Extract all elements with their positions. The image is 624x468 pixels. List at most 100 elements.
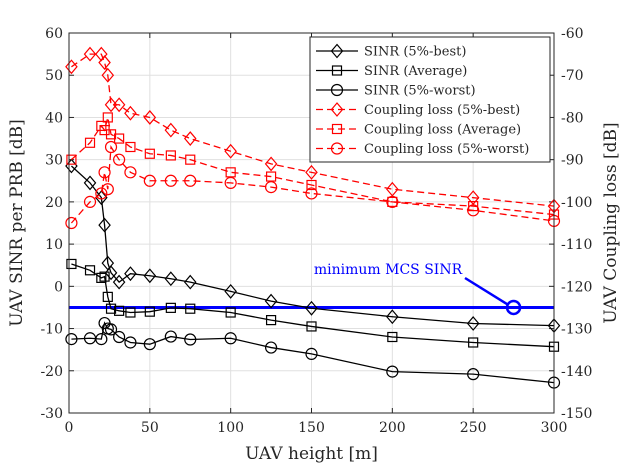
data-point: [101, 67, 115, 83]
y2-tick-label: -140: [561, 364, 592, 380]
data-point: [306, 321, 317, 332]
data-point: [224, 176, 237, 189]
data-point: [467, 204, 480, 217]
series-line: [70, 145, 555, 224]
series-line: [71, 53, 555, 207]
data-point: [95, 333, 108, 346]
data-point: [387, 331, 398, 343]
data-point: [143, 338, 156, 351]
data-point: [66, 154, 77, 165]
data-point: [65, 216, 78, 230]
series-line: [70, 165, 555, 327]
data-point: [265, 315, 277, 326]
x-tick-label: 300: [541, 420, 568, 436]
y2-tick-label: -70: [561, 68, 584, 84]
data-point: [101, 183, 114, 196]
data-point: [144, 148, 155, 159]
data-point: [164, 174, 177, 187]
legend-label: SINR (Average): [364, 64, 467, 79]
y2-tick-label: -130: [561, 322, 592, 338]
tick-labels: 0 50 100 150 200 250 300-30-20-100102030405060…: [40, 26, 592, 436]
data-point: [386, 195, 399, 208]
y-tick-label: -20: [40, 364, 63, 380]
y-tick-label: 50: [45, 68, 63, 84]
data-point: [224, 143, 237, 159]
legend-label: SINR (5%-best): [364, 45, 466, 60]
series-1: [66, 258, 560, 352]
data-point: [386, 365, 399, 378]
data-point: [98, 166, 111, 179]
data-point: [124, 166, 137, 179]
data-point: [125, 141, 136, 153]
reference-line-label: minimum MCS SINR: [314, 262, 463, 278]
data-point: [84, 265, 96, 276]
data-point: [83, 195, 97, 208]
y-tick-label: 10: [45, 237, 63, 253]
series-3: [65, 46, 561, 214]
data-point: [466, 190, 480, 206]
data-point: [183, 131, 197, 146]
data-point: [305, 164, 318, 180]
data-point: [83, 46, 97, 62]
y2-tick-label: -60: [561, 26, 584, 42]
data-point: [264, 181, 278, 194]
data-point: [264, 156, 278, 172]
data-point: [112, 274, 126, 290]
x-tick-label: 150: [298, 420, 325, 436]
data-point: [184, 333, 197, 346]
legend-marker: [331, 65, 343, 76]
x-tick-label: 100: [217, 420, 244, 436]
y-tick-label: 0: [54, 279, 63, 295]
x-tick-label: 200: [379, 420, 406, 436]
x-tick-label: 0: [65, 420, 74, 436]
data-point: [104, 140, 118, 154]
data-point: [305, 300, 318, 316]
data-point: [65, 333, 78, 346]
data-point: [184, 174, 197, 187]
data-point: [466, 316, 480, 331]
legend-box: [309, 36, 551, 163]
data-point: [386, 181, 399, 197]
x-tick-label: 250: [460, 420, 487, 436]
data-point: [143, 268, 157, 284]
data-point: [113, 330, 126, 344]
legend-marker: [330, 83, 344, 97]
y-tick-label: -10: [40, 322, 63, 338]
legend-label: Coupling loss (5%-best): [364, 103, 520, 118]
data-point: [467, 368, 480, 381]
series-line: [71, 263, 555, 348]
legend-label: Coupling loss (Average): [364, 123, 521, 138]
reference-line-marker: [505, 299, 522, 316]
data-point: [124, 105, 137, 121]
data-point: [185, 154, 196, 165]
data-point: [104, 265, 118, 281]
data-point: [224, 283, 237, 299]
data-point: [104, 323, 118, 336]
y2-tick-label: -100: [561, 195, 592, 211]
legend: SINR (5%-best) SINR (Average) SINR (5%-wor…: [309, 36, 551, 163]
legend-marker: [331, 123, 343, 135]
data-point: [468, 337, 479, 348]
y2-tick-label: -150: [561, 406, 592, 422]
x-axis-label: UAV height [m]: [245, 444, 378, 464]
data-point: [165, 150, 176, 161]
data-point: [96, 272, 107, 283]
y2-tick-label: -80: [561, 110, 584, 126]
data-point: [305, 187, 318, 200]
data-point: [124, 266, 137, 282]
y-tick-label: -30: [40, 406, 63, 422]
data-point: [306, 179, 317, 191]
legend-marker: [330, 102, 344, 117]
data-point: [185, 303, 196, 314]
data-point: [99, 271, 110, 282]
data-point: [102, 112, 113, 123]
y-tick-label: 60: [45, 26, 63, 42]
data-point: [113, 153, 126, 166]
y-axis-label: UAV SINR per PRB [dB]: [7, 119, 27, 327]
y2-tick-label: -90: [561, 153, 584, 169]
data-point: [102, 291, 113, 302]
data-point: [105, 303, 117, 314]
data-point: [66, 258, 77, 270]
data-point: [225, 307, 236, 318]
